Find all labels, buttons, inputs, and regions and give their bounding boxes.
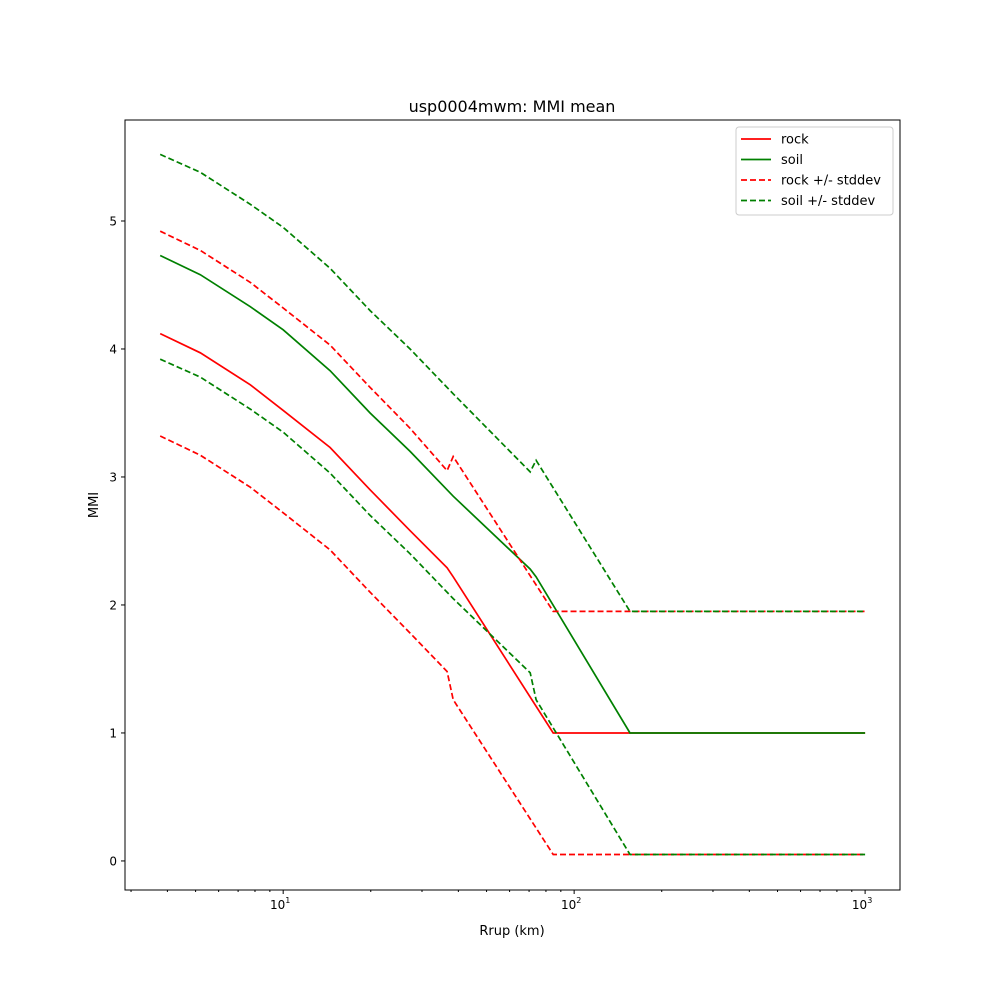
series-line-soil (159, 254, 866, 734)
legend-label: rock +/- stddev (781, 174, 881, 189)
x-tick-exponent: 1 (285, 896, 290, 905)
y-tick-label: 4 (109, 342, 117, 356)
x-tick-label: 101 (270, 896, 290, 912)
x-tick-exponent: 2 (576, 896, 581, 905)
series-line-rock-stddev-upper (159, 230, 866, 613)
x-tick-exponent: 3 (867, 896, 872, 905)
series-line-soil-stddev-upper (159, 153, 866, 613)
legend-label: rock (781, 133, 809, 148)
x-axis-label: Rrup (km) (479, 924, 544, 939)
y-tick-label: 1 (109, 726, 117, 740)
y-tick-label: 5 (109, 214, 117, 228)
y-tick-label: 2 (109, 598, 117, 612)
y-axis-label: MMI (87, 492, 102, 518)
legend-label: soil +/- stddev (781, 194, 876, 209)
axes-frame (124, 119, 901, 891)
x-ticks: 101 102 103 (130, 890, 872, 912)
legend-box (735, 126, 894, 216)
legend: rock soil rock +/- stddev soil +/- stddev (735, 126, 894, 216)
y-tick-label: 0 (109, 854, 117, 868)
series-line-rock (159, 332, 866, 734)
y-ticks: 0 1 2 3 4 5 (109, 214, 125, 868)
plot-area (159, 153, 866, 856)
series-line-soil-stddev-lower (159, 358, 866, 856)
x-tick-label: 102 (561, 896, 581, 912)
legend-label: soil (781, 153, 803, 168)
chart-title: usp0004mwm: MMI mean (409, 97, 616, 116)
y-tick-label: 3 (109, 470, 117, 484)
x-tick-label: 103 (852, 896, 872, 912)
series-line-rock-stddev-lower (159, 435, 866, 856)
